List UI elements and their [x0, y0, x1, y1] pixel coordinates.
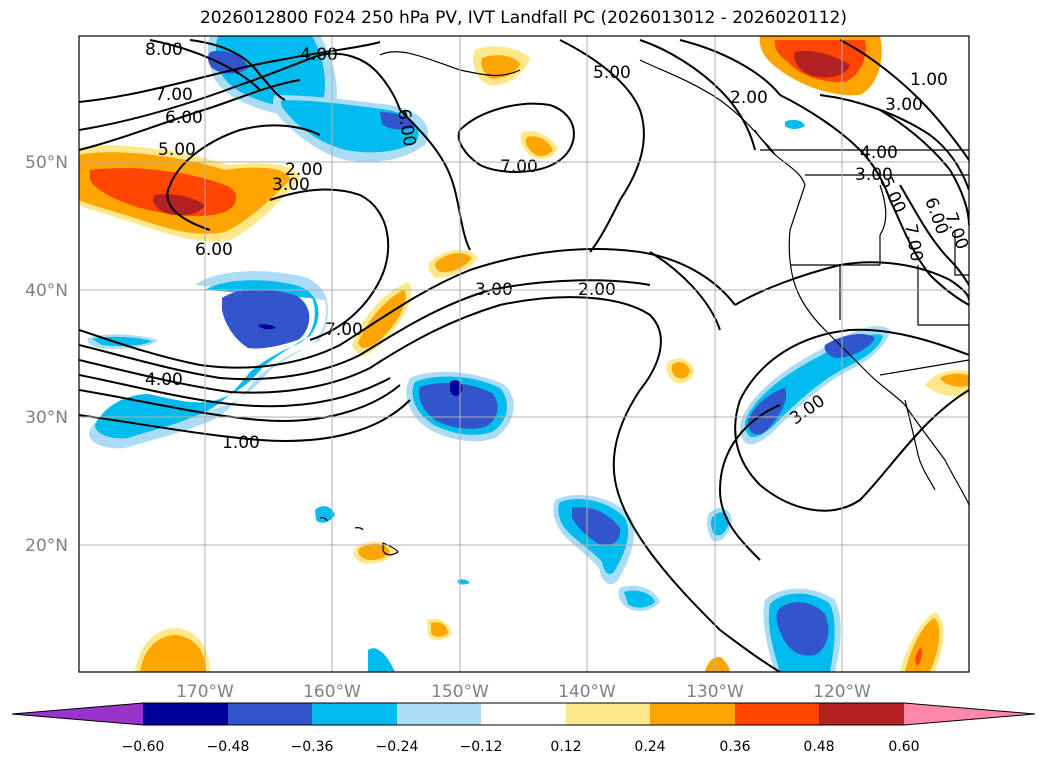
colorbar-tick: 0.48 — [803, 739, 834, 755]
contour-label: 6.00 — [165, 108, 203, 128]
lat-label-20n: 20°N — [25, 536, 68, 556]
colorbar-segment — [650, 703, 735, 725]
colorbar-segment — [566, 703, 650, 725]
colorbar-tick: 0.12 — [550, 739, 581, 755]
colorbar-segment — [312, 703, 397, 725]
contour-label: 6.00 — [195, 240, 233, 260]
map-title: 2026012800 F024 250 hPa PV, IVT Landfall… — [199, 8, 847, 28]
colorbar-segment — [228, 703, 312, 725]
longitude-labels: 170°W 160°W 150°W 140°W 130°W 120°W — [176, 682, 871, 702]
pv-anomaly-fills — [79, 36, 969, 672]
contour-label: 2.00 — [730, 88, 768, 108]
colorbar-segment — [397, 703, 481, 725]
lat-label-30n: 30°N — [25, 408, 68, 428]
contour-label: 2.00 — [285, 160, 323, 180]
contour-label: 1.00 — [910, 70, 948, 90]
contour-label: 8.00 — [145, 40, 183, 60]
colorbar-tick: −0.48 — [207, 739, 250, 755]
colorbar-segment — [481, 703, 566, 725]
lat-label-40n: 40°N — [25, 281, 68, 301]
colorbar-tick: −0.60 — [122, 739, 165, 755]
contour-label: 3.00 — [272, 175, 310, 195]
colorbar-tick: −0.24 — [376, 739, 419, 755]
contour-label: 3.00 — [885, 95, 923, 115]
lon-label-170w: 170°W — [176, 682, 234, 702]
lon-label-150w: 150°W — [431, 682, 489, 702]
colorbar-segment — [819, 703, 904, 725]
contour-label: 4.00 — [300, 45, 338, 65]
latitude-labels: 50°N 40°N 30°N 20°N — [25, 153, 68, 556]
contour-label: 7.00 — [500, 157, 538, 177]
lon-label-130w: 130°W — [686, 682, 744, 702]
colorbar-tick: −0.12 — [460, 739, 503, 755]
lon-label-140w: 140°W — [558, 682, 616, 702]
lon-label-120w: 120°W — [813, 682, 871, 702]
colorbar: −0.60 −0.48 −0.36 −0.24 −0.12 0.12 0.24 … — [11, 702, 1036, 755]
contour-label: 1.00 — [222, 433, 260, 453]
colorbar-tick: −0.36 — [291, 739, 334, 755]
contour-label: 7.00 — [325, 320, 363, 340]
colorbar-segment — [12, 703, 143, 725]
contour-label: 4.00 — [860, 143, 898, 163]
colorbar-segment — [143, 703, 228, 725]
colorbar-segment — [735, 703, 819, 725]
gridlines — [79, 36, 969, 672]
colorbar-outline — [11, 702, 1036, 726]
lat-label-50n: 50°N — [25, 153, 68, 173]
contour-label: 3.00 — [855, 165, 893, 185]
map-frame — [78, 35, 970, 673]
colorbar-tick: 0.60 — [888, 739, 919, 755]
colorbar-segment — [904, 703, 1035, 725]
contour-label: 5.00 — [593, 63, 631, 83]
contour-label: 4.00 — [145, 370, 183, 390]
pv-contours — [79, 39, 969, 672]
contour-label: 7.00 — [155, 85, 193, 105]
contour-label: 5.00 — [158, 140, 196, 160]
colorbar-tick: 0.36 — [719, 739, 750, 755]
colorbar-tick: 0.24 — [634, 739, 665, 755]
lon-label-160w: 160°W — [303, 682, 361, 702]
